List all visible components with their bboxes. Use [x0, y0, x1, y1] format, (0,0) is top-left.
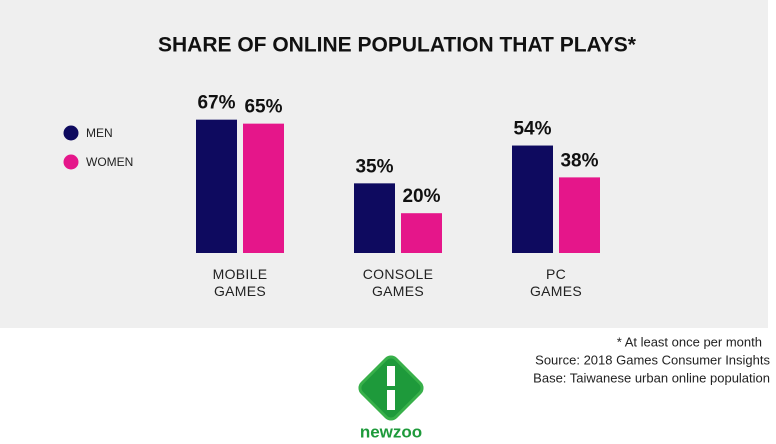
chart-title: SHARE OF ONLINE POPULATION THAT PLAYS* — [158, 34, 637, 57]
value-label: 65% — [244, 97, 282, 118]
footnote: * At least once per month — [617, 334, 762, 349]
legend-swatch — [63, 154, 79, 170]
logo-text: newzoo — [360, 422, 422, 441]
logo-mark — [358, 355, 424, 421]
x-tick-label: MOBILE GAMES — [212, 266, 268, 299]
bar — [243, 123, 284, 254]
value-label: 54% — [513, 119, 551, 140]
bar — [401, 213, 442, 253]
value-label: 35% — [355, 156, 393, 177]
bar — [196, 119, 237, 253]
x-tick-label: CONSOLE GAMES — [362, 266, 434, 299]
footnote: Source: 2018 Games Consumer Insights — [535, 352, 770, 367]
x-tick-label: PC GAMES — [529, 266, 583, 299]
footnote: Base: Taiwanese urban online population — [533, 370, 770, 385]
bar — [559, 177, 600, 253]
value-label: 67% — [197, 93, 235, 114]
chart-background — [0, 0, 768, 328]
value-label: 38% — [560, 150, 598, 171]
legend-label: WOMEN — [86, 155, 133, 169]
legend-label: MEN — [86, 126, 113, 140]
bar — [354, 183, 395, 253]
value-label: 20% — [402, 186, 440, 207]
bar — [512, 145, 553, 253]
legend-swatch — [63, 125, 79, 141]
